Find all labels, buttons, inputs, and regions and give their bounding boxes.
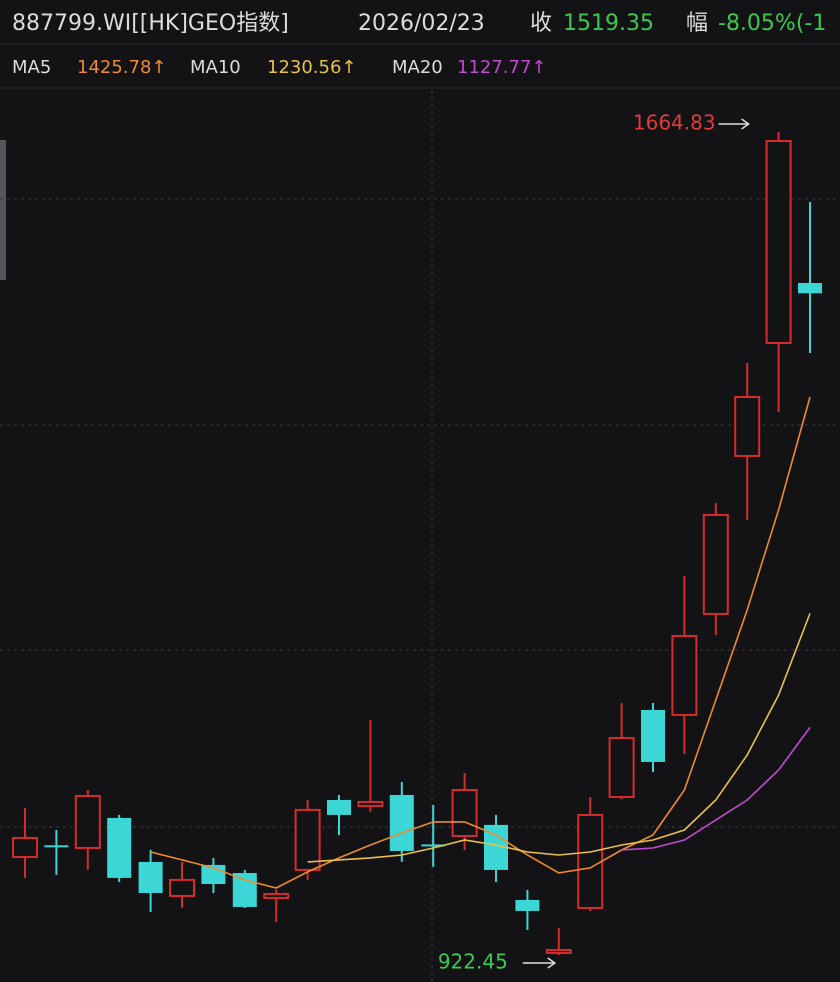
- candle-body: [263, 892, 290, 899]
- candle-body: [389, 794, 414, 851]
- candle-body: [169, 878, 195, 897]
- candle-body: [12, 836, 38, 858]
- legend-value: 1230.56↑: [267, 57, 357, 78]
- candle-body: [138, 861, 163, 893]
- candle-body: [765, 139, 792, 344]
- change-label: 幅: [686, 11, 708, 36]
- ma-line: [150, 396, 811, 889]
- candle-body: [671, 634, 698, 716]
- candle-body: [702, 513, 729, 615]
- candle-body: [608, 736, 635, 798]
- low-label: 922.45: [438, 950, 508, 974]
- candle-body: [734, 395, 761, 457]
- change-value: -8.05%(-1: [718, 11, 826, 36]
- ma-line: [621, 726, 811, 851]
- candle-body: [545, 948, 572, 954]
- high-label: 1664.83: [633, 110, 716, 134]
- legend-value: 1425.78↑: [77, 57, 167, 78]
- legend-name: MA20: [392, 57, 443, 78]
- candle-body: [74, 794, 101, 849]
- legend-name: MA5: [12, 57, 51, 78]
- candle-body: [107, 817, 132, 878]
- candle-body: [294, 808, 321, 871]
- candle-body: [577, 813, 604, 909]
- title: 887799.WI[[HK]GEO指数]: [12, 11, 289, 36]
- legend-value: 1127.77↑: [457, 57, 547, 78]
- candle-body: [327, 799, 351, 815]
- candle-body: [357, 800, 384, 807]
- date: 2026/02/23: [358, 11, 485, 36]
- arrow-head: [741, 118, 750, 130]
- scrollbar: [0, 140, 6, 280]
- candle-body: [798, 283, 822, 294]
- candle-body: [641, 709, 665, 762]
- candle-body: [451, 788, 478, 837]
- legend-name: MA10: [190, 57, 241, 78]
- ma-line: [307, 613, 811, 863]
- candle-body: [515, 899, 540, 911]
- candle-body: [232, 873, 257, 907]
- arrow-head: [547, 957, 557, 969]
- candle-body: [44, 845, 69, 848]
- candle-body: [421, 844, 446, 847]
- close-value: 1519.35: [563, 11, 654, 36]
- close-label: 收: [530, 11, 552, 36]
